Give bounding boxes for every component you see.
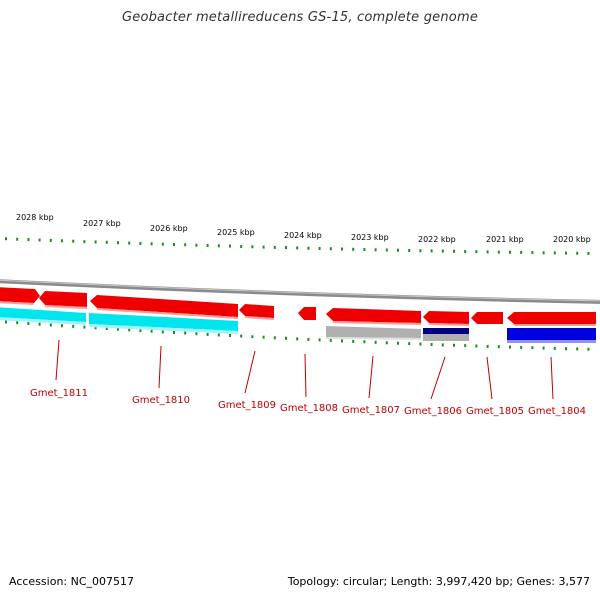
gene-label-1805[interactable]: Gmet_1805 <box>466 406 524 417</box>
genome-backbone <box>0 279 600 304</box>
leader-1804 <box>550 356 554 400</box>
gene-arrow-1810[interactable] <box>90 295 238 319</box>
scale-label-2026: 2026 kbp <box>150 224 188 233</box>
genome-backbone-highlight <box>0 279 600 302</box>
gene-label-1810[interactable]: Gmet_1810 <box>132 395 190 406</box>
feature-blue-1804[interactable] <box>507 328 596 343</box>
gene-arrow-1809[interactable] <box>239 304 274 320</box>
scale-label-2020: 2020 kbp <box>553 235 591 244</box>
gene-arrow-1804[interactable] <box>507 312 596 326</box>
leader-1810 <box>158 345 162 389</box>
gene-arrow-1811a[interactable] <box>0 287 40 305</box>
leader-1808 <box>304 353 307 398</box>
genome-title: Geobacter metallireducens GS-15, complet… <box>121 10 479 25</box>
outer-scale-ticks <box>5 237 590 255</box>
scale-label-2021: 2021 kbp <box>486 235 524 244</box>
scale-label-2023: 2023 kbp <box>351 233 389 242</box>
feature-navy-1806[interactable] <box>423 328 469 341</box>
gene-label-1804[interactable]: Gmet_1804 <box>528 406 586 417</box>
gene-arrow-1808[interactable] <box>298 307 316 320</box>
accession-text: Accession: NC_007517 <box>9 575 135 588</box>
scale-label-2028: 2028 kbp <box>16 213 54 222</box>
genome-summary-text: Topology: circular; Length: 3,997,420 bp… <box>287 575 590 588</box>
scale-label-2022: 2022 kbp <box>418 235 456 244</box>
gene-label-1808[interactable]: Gmet_1808 <box>280 403 338 414</box>
leader-1811 <box>55 339 60 381</box>
gene-arrow-1805[interactable] <box>471 312 503 324</box>
scale-label-2025: 2025 kbp <box>217 228 255 237</box>
scale-label-2027: 2027 kbp <box>83 219 121 228</box>
gene-arrow-1806[interactable] <box>423 311 469 326</box>
feature-cyan-1810[interactable] <box>89 313 238 334</box>
gene-label-1811[interactable]: Gmet_1811 <box>30 388 88 399</box>
leader-1807 <box>368 355 374 399</box>
feature-gray-1807[interactable] <box>326 326 421 340</box>
inner-scale-ticks <box>5 320 590 351</box>
gene-label-1806[interactable]: Gmet_1806 <box>404 406 462 417</box>
feature-cyan-1811[interactable] <box>0 307 86 325</box>
scale-label-2024: 2024 kbp <box>284 231 322 240</box>
leader-1806 <box>430 356 446 400</box>
gene-arrow-1807[interactable] <box>326 308 421 325</box>
gene-arrow-1811b[interactable] <box>39 291 87 309</box>
gene-label-1807[interactable]: Gmet_1807 <box>342 405 400 416</box>
leader-1809 <box>244 350 256 394</box>
gene-label-1809[interactable]: Gmet_1809 <box>218 400 276 411</box>
leader-1805 <box>486 356 493 400</box>
